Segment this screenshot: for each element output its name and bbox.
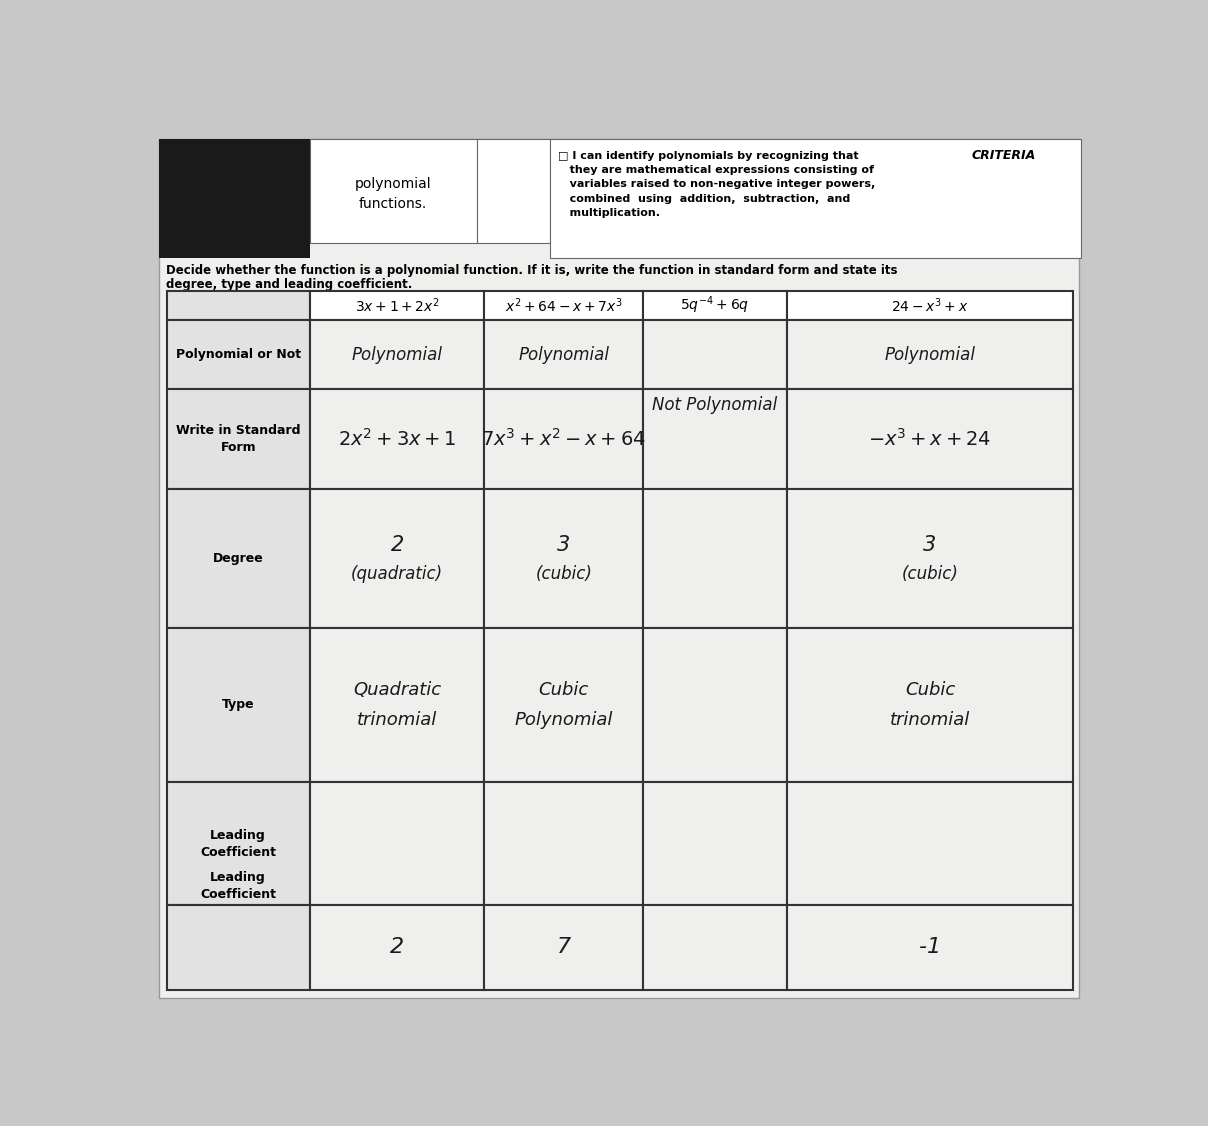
Bar <box>786 320 1073 390</box>
Bar <box>476 138 550 243</box>
Text: -1: -1 <box>919 938 941 957</box>
Bar <box>786 291 1073 320</box>
Bar <box>167 390 310 490</box>
Text: (quadratic): (quadratic) <box>352 565 443 583</box>
Text: degree, type and leading coefficient.: degree, type and leading coefficient. <box>167 278 413 292</box>
Text: Leading
Coefficient: Leading Coefficient <box>201 870 277 901</box>
Text: functions.: functions. <box>359 197 426 211</box>
Text: trinomial: trinomial <box>356 712 437 730</box>
Text: $x^2 + 64 - x + 7x^3$: $x^2 + 64 - x + 7x^3$ <box>505 296 622 314</box>
Bar <box>310 291 484 320</box>
Text: $24 - x^3 + x$: $24 - x^3 + x$ <box>892 296 969 314</box>
Text: $5q^{-4} + 6q$: $5q^{-4} + 6q$ <box>680 295 749 316</box>
Bar <box>786 905 1073 990</box>
Text: 3: 3 <box>557 535 570 555</box>
Bar <box>643 291 786 320</box>
Bar <box>643 781 786 905</box>
Text: 2: 2 <box>390 938 405 957</box>
Text: Cubic: Cubic <box>905 680 956 698</box>
Bar <box>167 628 310 781</box>
Text: Polynomial: Polynomial <box>518 346 609 364</box>
Text: (cubic): (cubic) <box>535 565 592 583</box>
Text: □ I can identify polynomials by recognizing that
   they are mathematical expres: □ I can identify polynomials by recogniz… <box>558 151 875 218</box>
Bar <box>643 628 786 781</box>
Text: $3x + 1 + 2x^2$: $3x + 1 + 2x^2$ <box>355 296 440 314</box>
Bar <box>550 138 1081 258</box>
Text: Write in Standard
Form: Write in Standard Form <box>176 425 301 454</box>
Text: Degree: Degree <box>213 552 263 565</box>
Bar <box>310 490 484 628</box>
Bar <box>484 390 643 490</box>
Text: (cubic): (cubic) <box>901 565 958 583</box>
Bar <box>167 781 310 905</box>
Bar <box>786 781 1073 905</box>
Text: Type: Type <box>222 698 255 712</box>
Bar <box>484 320 643 390</box>
Text: Polynomial: Polynomial <box>515 712 612 730</box>
Bar <box>484 781 643 905</box>
Bar <box>167 905 310 990</box>
Text: Leading
Coefficient: Leading Coefficient <box>201 829 277 858</box>
Bar <box>310 320 484 390</box>
Bar <box>310 138 476 243</box>
Text: $2x^2+3x+1$: $2x^2+3x+1$ <box>338 428 457 450</box>
Bar <box>484 291 643 320</box>
Bar <box>310 628 484 781</box>
Bar <box>786 390 1073 490</box>
Bar <box>310 781 484 905</box>
Text: trinomial: trinomial <box>890 712 970 730</box>
Text: Polynomial: Polynomial <box>352 346 442 364</box>
Text: CRITERIA: CRITERIA <box>971 149 1035 162</box>
Text: Quadratic: Quadratic <box>353 680 441 698</box>
Bar <box>484 628 643 781</box>
Bar <box>643 390 786 490</box>
Text: $7x^3+x^2-x+64$: $7x^3+x^2-x+64$ <box>481 428 646 450</box>
Text: Not Polynomial: Not Polynomial <box>652 395 778 413</box>
Bar <box>786 490 1073 628</box>
Bar <box>167 320 310 390</box>
Bar <box>484 905 643 990</box>
Bar <box>158 138 310 258</box>
Text: 3: 3 <box>923 535 936 555</box>
Bar <box>167 291 310 320</box>
Bar <box>786 628 1073 781</box>
Bar <box>643 490 786 628</box>
Text: Cubic: Cubic <box>539 680 588 698</box>
Text: Polynomial or Not: Polynomial or Not <box>175 348 301 361</box>
Bar <box>643 905 786 990</box>
Text: Decide whether the function is a polynomial function. If it is, write the functi: Decide whether the function is a polynom… <box>167 265 898 277</box>
Text: Polynomial: Polynomial <box>884 346 975 364</box>
Text: 7: 7 <box>557 938 570 957</box>
Bar <box>310 905 484 990</box>
Bar <box>643 320 786 390</box>
Bar <box>310 390 484 490</box>
Bar <box>484 490 643 628</box>
Text: $-x^3+x+24$: $-x^3+x+24$ <box>869 428 992 450</box>
Text: polynomial: polynomial <box>354 178 431 191</box>
Bar <box>167 490 310 628</box>
Text: 2: 2 <box>390 535 403 555</box>
